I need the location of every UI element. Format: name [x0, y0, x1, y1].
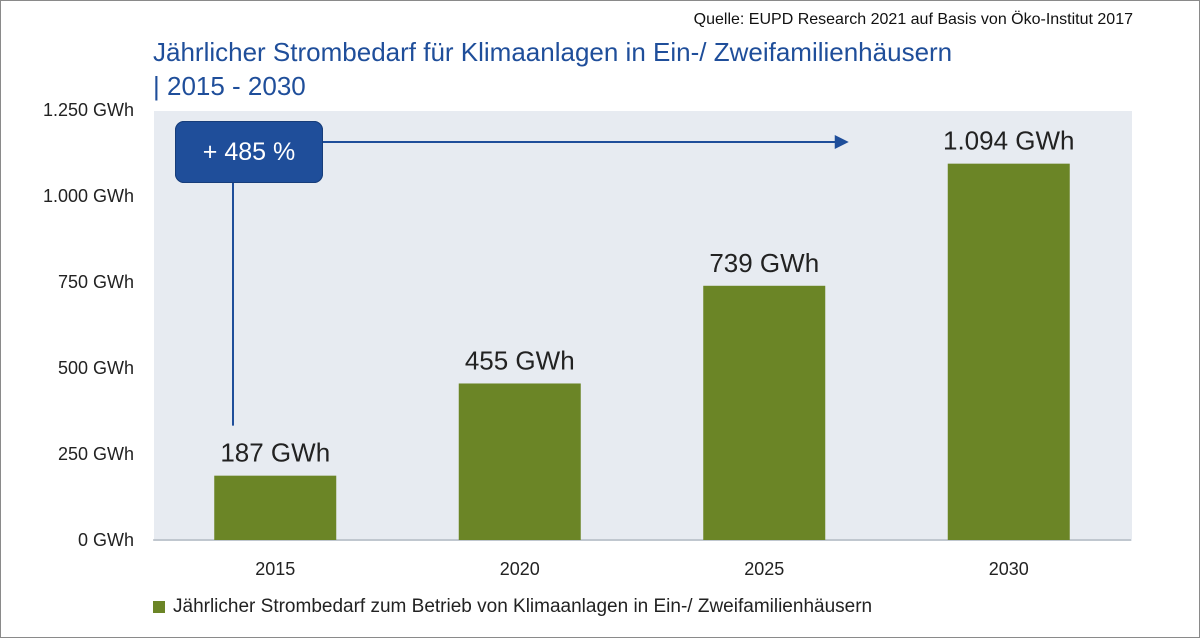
chart-title-line-2: | 2015 - 2030 [153, 71, 306, 101]
x-axis: 2015 2020 2025 2030 [153, 539, 1131, 579]
y-tick-label: 750 GWh [58, 272, 134, 292]
data-label: 739 GWh [709, 248, 819, 278]
bars [214, 163, 1070, 540]
bar [947, 163, 1070, 540]
y-tick-label: 1.000 GWh [43, 186, 134, 206]
growth-callout: + 485 % [175, 121, 323, 183]
bar [458, 383, 581, 540]
legend-label: Jährlicher Strombedarf zum Betrieb von K… [173, 596, 873, 617]
growth-arrow-head [834, 135, 849, 149]
source-note: Quelle: EUPD Research 2021 auf Basis von… [693, 11, 1133, 28]
legend-swatch [153, 601, 165, 613]
legend: Jährlicher Strombedarf zum Betrieb von K… [153, 596, 872, 618]
y-tick-label: 0 GWh [78, 530, 134, 550]
chart-title: Jährlicher Strombedarf für Klimaanlagen … [153, 35, 1113, 103]
growth-arrow [232, 135, 849, 426]
y-tick-label: 1.250 GWh [43, 100, 134, 120]
data-label: 1.094 GWh [943, 126, 1075, 156]
x-tick-label: 2030 [989, 559, 1029, 579]
bar [214, 475, 337, 540]
y-axis: 0 GWh 250 GWh 500 GWh 750 GWh 1.000 GWh 1.250… [43, 100, 134, 550]
data-label: 455 GWh [465, 345, 575, 375]
x-tick-label: 2025 [744, 559, 784, 579]
bar [703, 285, 826, 540]
x-tick-label: 2020 [500, 559, 540, 579]
chart-title-line-1: Jährlicher Strombedarf für Klimaanlagen … [153, 37, 953, 67]
y-tick-label: 250 GWh [58, 444, 134, 464]
y-tick-label: 500 GWh [58, 358, 134, 378]
data-labels: 187 GWh 455 GWh 739 GWh 1.094 GWh [220, 126, 1074, 468]
data-label: 187 GWh [220, 438, 330, 468]
x-tick-label: 2015 [255, 559, 295, 579]
